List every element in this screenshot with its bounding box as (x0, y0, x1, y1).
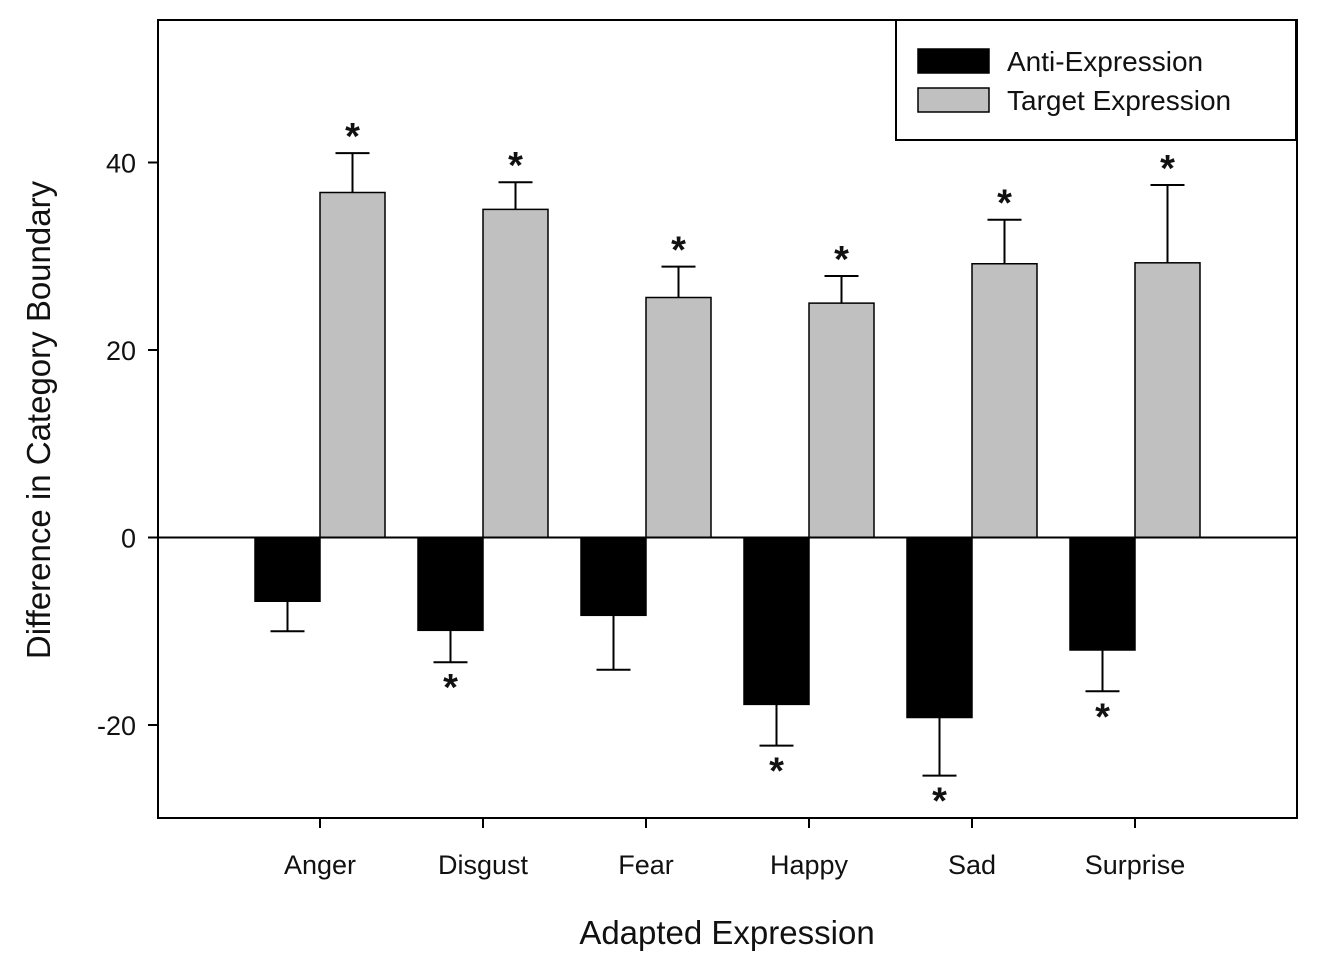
bar-target-expression-surprise (1134, 262, 1201, 539)
significance-marker-target-expression-disgust: * (508, 145, 523, 187)
significance-marker-anti-expression-happy: * (769, 751, 784, 793)
bar-target-expression-fear (645, 296, 712, 539)
bar-target-expression-sad (971, 263, 1038, 539)
x-tick-label-sad: Sad (948, 850, 996, 880)
legend-box (895, 19, 1297, 141)
significance-marker-target-expression-anger: * (345, 116, 360, 158)
x-tick-label-fear: Fear (618, 850, 674, 880)
legend-swatch-anti-expression (917, 48, 990, 74)
y-tick-label-20: 20 (106, 336, 136, 366)
significance-marker-anti-expression-sad: * (932, 781, 947, 823)
significance-marker-target-expression-surprise: * (1160, 148, 1175, 190)
x-tick-label-disgust: Disgust (438, 850, 529, 880)
bar-anti-expression-fear (580, 536, 647, 617)
y-tick-label--20: -20 (97, 711, 136, 741)
significance-marker-anti-expression-disgust: * (443, 667, 458, 709)
legend-label-target-expression: Target Expression (1007, 85, 1231, 116)
bar-anti-expression-sad (906, 536, 973, 719)
x-tick-label-surprise: Surprise (1085, 850, 1186, 880)
x-tick-label-happy: Happy (770, 850, 849, 880)
significance-marker-target-expression-sad: * (997, 183, 1012, 225)
y-tick-label-0: 0 (121, 524, 136, 554)
legend-label-anti-expression: Anti-Expression (1007, 46, 1203, 77)
x-axis-title: Adapted Expression (579, 914, 874, 951)
bar-target-expression-happy (808, 302, 875, 539)
legend: Anti-Expression Target Expression (895, 19, 1297, 141)
significance-marker-anti-expression-surprise: * (1095, 696, 1110, 738)
bar-anti-expression-anger (254, 536, 321, 602)
plot-area (157, 19, 1298, 819)
bar-anti-expression-surprise (1069, 536, 1136, 651)
significance-marker-target-expression-happy: * (834, 239, 849, 281)
bar-anti-expression-disgust (417, 536, 484, 632)
y-axis-title: Difference in Category Boundary (20, 180, 57, 659)
bar-anti-expression-happy (743, 536, 810, 706)
significance-marker-target-expression-fear: * (671, 230, 686, 272)
legend-swatch-target-expression (917, 87, 990, 113)
x-tick-label-anger: Anger (284, 850, 356, 880)
bar-target-expression-disgust (482, 208, 549, 539)
y-tick-label-40: 40 (106, 149, 136, 179)
bar-target-expression-anger (319, 191, 386, 539)
